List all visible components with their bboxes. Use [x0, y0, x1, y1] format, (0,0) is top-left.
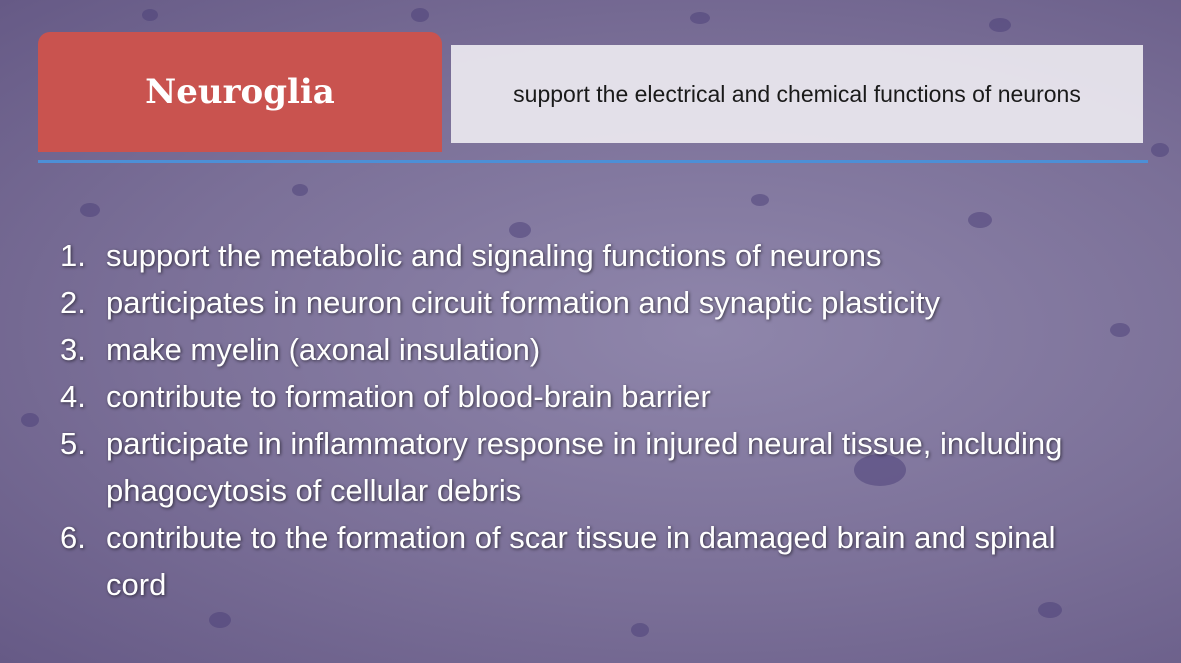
item-number: 2.: [60, 285, 86, 320]
list-item: 1. support the metabolic and signaling fu…: [60, 232, 1110, 279]
title-box: Neuroglia: [38, 32, 442, 152]
item-number: 4.: [60, 379, 86, 414]
item-number: 3.: [60, 332, 86, 367]
item-text: contribute to the formation of scar tiss…: [106, 520, 1056, 602]
item-text: contribute to formation of blood-brain b…: [106, 379, 711, 414]
item-text: make myelin (axonal insulation): [106, 332, 541, 367]
item-text: participates in neuron circuit formation…: [106, 285, 940, 320]
divider: [38, 160, 1148, 163]
item-text: support the metabolic and signaling func…: [106, 238, 882, 273]
list-item: 3. make myelin (axonal insulation): [60, 326, 1110, 373]
item-number: 1.: [60, 238, 86, 273]
item-number: 6.: [60, 520, 86, 555]
title: Neuroglia: [145, 72, 335, 112]
list-item: 2. participates in neuron circuit formati…: [60, 279, 1110, 326]
subtitle-box: support the electrical and chemical func…: [451, 45, 1143, 143]
list-item: 6. contribute to the formation of scar ti…: [60, 514, 1110, 608]
subtitle: support the electrical and chemical func…: [513, 80, 1081, 107]
function-list: 1. support the metabolic and signaling fu…: [60, 232, 1110, 608]
item-text: participate in inflammatory response in …: [106, 426, 1063, 508]
list-item: 4. contribute to formation of blood-brain…: [60, 373, 1110, 420]
item-number: 5.: [60, 426, 86, 461]
list-item: 5. participate in inflammatory response i…: [60, 420, 1110, 514]
